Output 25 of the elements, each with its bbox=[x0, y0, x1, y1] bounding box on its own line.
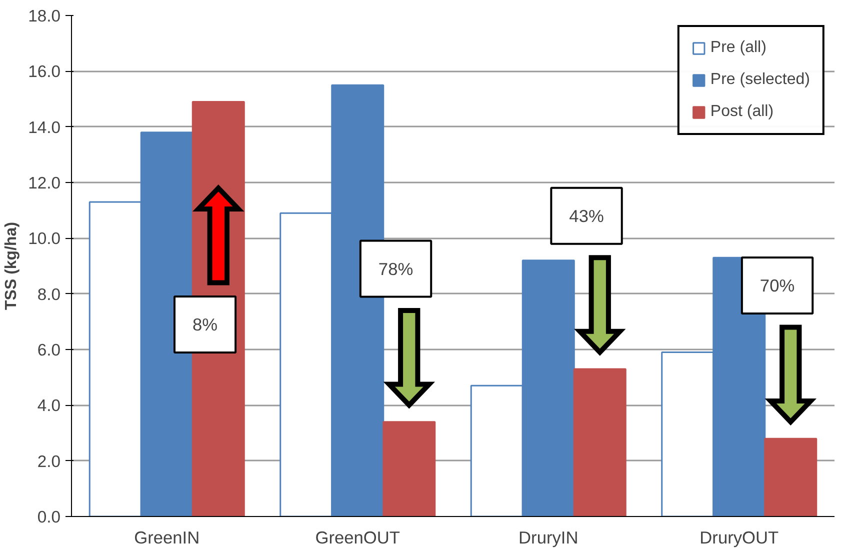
y-tick-label: 4.0 bbox=[37, 396, 60, 416]
annotation: 78% bbox=[378, 258, 414, 279]
y-tick-label: 8.0 bbox=[37, 284, 60, 304]
bar bbox=[382, 421, 436, 516]
y-tick-label: 2.0 bbox=[37, 452, 60, 471]
x-tick-label: DruryOUT bbox=[700, 528, 780, 548]
y-tick-label: 12.0 bbox=[28, 174, 61, 192]
y-tick-label: 16.0 bbox=[28, 62, 61, 82]
legend-label: Post (all) bbox=[710, 103, 774, 121]
y-tick-label: 6.0 bbox=[37, 340, 60, 360]
y-axis-title: TSS (kg/ha) bbox=[3, 222, 20, 310]
legend-label: Pre (all) bbox=[710, 39, 766, 57]
annotation: 43% bbox=[569, 206, 604, 226]
x-tick-label: GreenOUT bbox=[315, 528, 400, 548]
y-tick-label: 10.0 bbox=[28, 229, 61, 248]
annotation: 70% bbox=[760, 275, 795, 296]
y-tick-label: 18.0 bbox=[28, 6, 61, 26]
y-tick-label: 0.0 bbox=[37, 508, 60, 526]
bar bbox=[573, 368, 626, 516]
legend-label: Pre (selected) bbox=[710, 71, 810, 89]
y-tick-label: 14.0 bbox=[28, 118, 61, 137]
x-tick-label: DruryIN bbox=[518, 528, 578, 548]
annotation: 8% bbox=[192, 314, 218, 334]
bar bbox=[764, 438, 818, 516]
x-tick-label: GreenIN bbox=[134, 528, 200, 548]
